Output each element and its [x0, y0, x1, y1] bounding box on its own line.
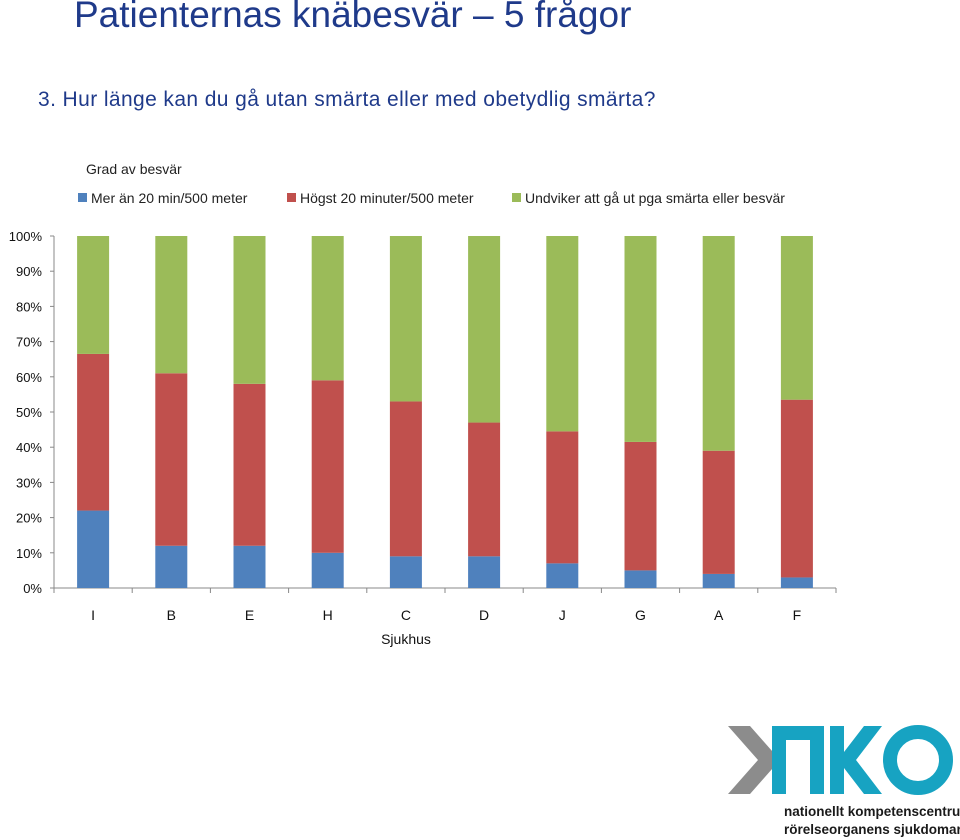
bar-segment-I-series-2 [77, 353, 110, 511]
x-tick-label: G [635, 607, 646, 623]
legend-swatch-2 [287, 193, 296, 202]
logo-arrow-shape [728, 726, 780, 794]
legend-label-3: Undviker att gå ut pga smärta eller besv… [525, 190, 785, 206]
chart-bars [77, 236, 813, 588]
bar-segment-I-series-1 [77, 510, 110, 588]
x-axis-label: Sjukhus [381, 631, 431, 647]
x-tick-label: F [793, 607, 802, 623]
question-text: 3. Hur länge kan du gå utan smärta eller… [38, 88, 656, 111]
chart-legend: Mer än 20 min/500 meter Högst 20 minuter/… [78, 190, 785, 206]
chart-title: Grad av besvär [86, 161, 182, 177]
bar-segment-J-series-1 [546, 563, 579, 588]
page-title: Patienternas knäbesvär – 5 frågor [74, 0, 632, 35]
y-tick-label: 90% [16, 264, 42, 279]
y-tick-label: 0% [23, 581, 42, 596]
y-tick-label: 50% [16, 405, 42, 420]
legend-label-2: Högst 20 minuter/500 meter [300, 190, 474, 206]
bar-segment-B-series-3 [155, 236, 188, 374]
bar-segment-C-series-3 [389, 236, 422, 402]
logo-letter-n-left [772, 726, 786, 794]
bar-segment-D-series-3 [468, 236, 501, 423]
stacked-bar-chart: Grad av besvär Mer än 20 min/500 meter Hö… [9, 161, 837, 647]
bar-segment-E-series-2 [233, 383, 266, 546]
x-tick-label: H [323, 607, 333, 623]
bar-segment-G-series-3 [624, 236, 657, 442]
logo-text-line1: nationellt kompetenscentrum [784, 804, 960, 819]
bar-segment-A-series-2 [702, 450, 735, 574]
x-tick-label: C [401, 607, 411, 623]
legend-swatch-1 [78, 193, 87, 202]
bar-segment-G-series-2 [624, 441, 657, 571]
y-tick-label: 60% [16, 370, 42, 385]
bar-segment-H-series-2 [311, 380, 344, 553]
bar-segment-E-series-1 [233, 545, 266, 588]
logo-text-line2: rörelseorganens sjukdomar [784, 822, 960, 837]
logo-letter-o [883, 725, 953, 795]
logo-letter-k [830, 726, 882, 794]
bar-segment-J-series-2 [546, 431, 579, 564]
nko-logo: nationellt kompetenscentrum rörelseorgan… [728, 725, 960, 837]
bar-segment-A-series-3 [702, 236, 735, 451]
y-tick-label: 40% [16, 440, 42, 455]
y-tick-label: 100% [9, 229, 43, 244]
bar-segment-F-series-3 [780, 236, 813, 400]
x-tick-label: B [167, 607, 176, 623]
bar-segment-C-series-1 [389, 556, 422, 588]
x-tick-label: D [479, 607, 489, 623]
y-tick-label: 70% [16, 335, 42, 350]
chart-axes: 0% 10% 20% 30% 40% 50% 60% 70% 80% 90% 100% [9, 229, 837, 596]
bar-segment-E-series-3 [233, 236, 266, 384]
bar-segment-D-series-1 [468, 556, 501, 588]
x-tick-label: E [245, 607, 254, 623]
x-tick-label: J [559, 607, 566, 623]
bar-segment-F-series-1 [780, 577, 813, 588]
legend-label-1: Mer än 20 min/500 meter [91, 190, 248, 206]
x-tick-label: A [714, 607, 724, 623]
y-tick-label: 80% [16, 299, 42, 314]
bar-segment-H-series-1 [311, 552, 344, 588]
bar-segment-B-series-1 [155, 545, 188, 588]
bar-segment-J-series-3 [546, 236, 579, 432]
y-tick-label: 20% [16, 511, 42, 526]
bar-segment-I-series-3 [77, 236, 110, 354]
x-tick-label: I [91, 607, 95, 623]
y-tick-label: 10% [16, 546, 42, 561]
bar-segment-F-series-2 [780, 399, 813, 578]
bar-segment-D-series-2 [468, 422, 501, 557]
bar-segment-H-series-3 [311, 236, 344, 381]
legend-swatch-3 [512, 193, 521, 202]
bar-segment-A-series-1 [702, 573, 735, 588]
bar-segment-C-series-2 [389, 401, 422, 557]
bar-segment-G-series-1 [624, 570, 657, 588]
bar-segment-B-series-2 [155, 373, 188, 546]
logo-letter-n-right [810, 726, 824, 794]
y-tick-label: 30% [16, 475, 42, 490]
